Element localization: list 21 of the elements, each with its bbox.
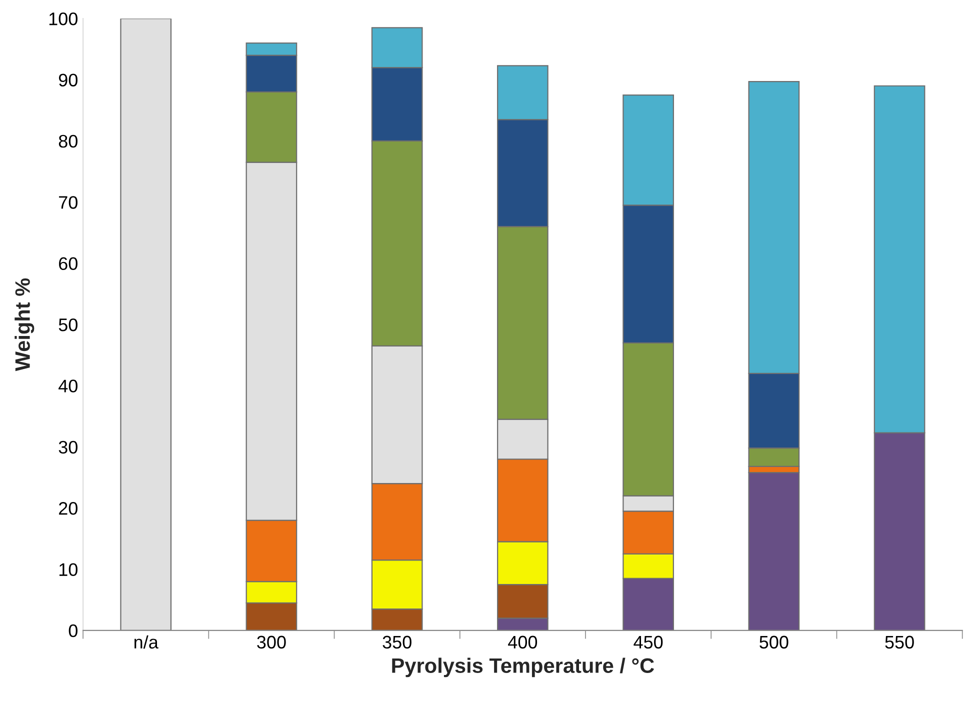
x-tick-label: 350 [382,636,412,649]
y-tick-label: 30 [58,440,78,454]
x-tick-label: 500 [760,636,788,649]
x-axis-title: Pyrolysis Temperature / °C [392,658,654,678]
y-tick-label: 100 [49,12,78,26]
x-tick-label: 450 [634,636,663,649]
x-tick-label: 400 [508,636,538,649]
y-tick-label: 70 [59,196,78,209]
bar [120,18,172,630]
y-tick-label: 50 [58,318,78,332]
y-tick-label: 80 [58,134,78,148]
y-tick-label: 90 [58,74,78,86]
y-tick-label: 10 [59,563,78,576]
x-tick-label: 300 [257,636,286,649]
y-tick-label: 0 [68,624,78,638]
y-tick-label: 60 [59,257,78,270]
x-tick-label: 550 [885,636,914,649]
y-axis-title: Weight % [14,278,34,372]
y-tick-label: 20 [59,502,78,515]
y-tick-label: 40 [58,380,78,392]
x-tick-label: n/a [134,635,158,649]
